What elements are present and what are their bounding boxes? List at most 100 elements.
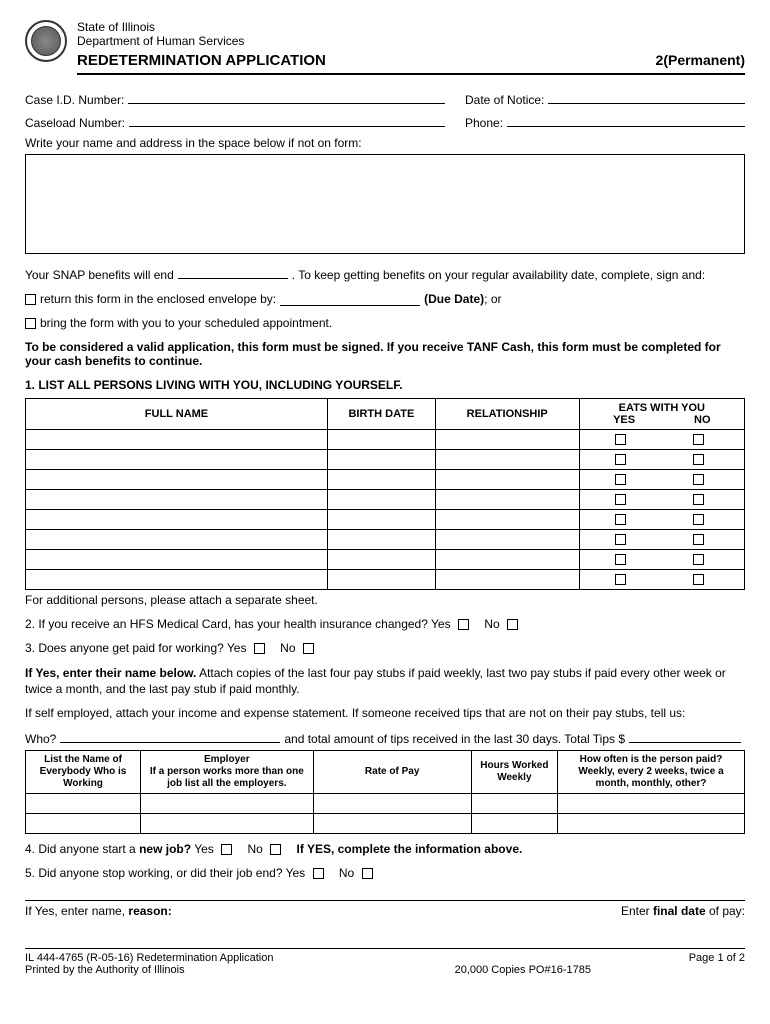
fullname-cell[interactable]	[26, 490, 328, 510]
state-seal-icon	[25, 20, 67, 62]
birthdate-cell[interactable]	[327, 550, 435, 570]
relationship-cell[interactable]	[435, 550, 579, 570]
return-checkbox[interactable]	[25, 294, 36, 305]
snap-line: Your SNAP benefits will end . To keep ge…	[25, 266, 745, 282]
footer-left: IL 444-4765 (R-05-16) Redetermination Ap…	[25, 952, 357, 976]
question-3: 3. Does anyone get paid for working? Yes…	[25, 641, 745, 655]
eats-no-checkbox[interactable]	[693, 574, 704, 585]
eats-cell	[579, 510, 744, 530]
table-row	[26, 530, 745, 550]
tips-input[interactable]	[629, 730, 741, 743]
case-id-field: Case I.D. Number:	[25, 90, 445, 107]
eats-yes-checkbox[interactable]	[615, 514, 626, 525]
or-text: ; or	[484, 292, 501, 306]
who-label: Who?	[25, 732, 56, 746]
q5-text: 5. Did anyone stop working, or did their…	[25, 866, 305, 880]
work-col1: List the Name of Everybody Who is Workin…	[26, 750, 141, 793]
fullname-cell[interactable]	[26, 510, 328, 530]
q4-bold: new job?	[139, 842, 191, 856]
fullname-cell[interactable]	[26, 430, 328, 450]
col-birthdate: BIRTH DATE	[327, 399, 435, 430]
eats-yes-checkbox[interactable]	[615, 554, 626, 565]
q2-yes-checkbox[interactable]	[458, 619, 469, 630]
work-table: List the Name of Everybody Who is Workin…	[25, 750, 745, 834]
caseload-input[interactable]	[129, 113, 445, 127]
eats-no-checkbox[interactable]	[693, 454, 704, 465]
phone-input[interactable]	[507, 113, 745, 127]
eats-no-checkbox[interactable]	[693, 474, 704, 485]
birthdate-cell[interactable]	[327, 530, 435, 550]
birthdate-cell[interactable]	[327, 470, 435, 490]
q2-text: 2. If you receive an HFS Medical Card, h…	[25, 617, 451, 631]
eats-yes-checkbox[interactable]	[615, 474, 626, 485]
table-row	[26, 450, 745, 470]
eats-no-checkbox[interactable]	[693, 434, 704, 445]
work-col4: Hours Worked Weekly	[471, 750, 557, 793]
eats-yes-checkbox[interactable]	[615, 454, 626, 465]
due-date-label: (Due Date)	[424, 292, 484, 306]
table-row	[26, 510, 745, 530]
birthdate-cell[interactable]	[327, 510, 435, 530]
reason-right2: of pay:	[706, 904, 745, 918]
who-input[interactable]	[60, 730, 280, 743]
birthdate-cell[interactable]	[327, 430, 435, 450]
tips-label: and total amount of tips received in the…	[284, 732, 625, 746]
relationship-cell[interactable]	[435, 470, 579, 490]
birthdate-cell[interactable]	[327, 450, 435, 470]
fullname-cell[interactable]	[26, 530, 328, 550]
eats-no-checkbox[interactable]	[693, 534, 704, 545]
table-note: For additional persons, please attach a …	[25, 593, 745, 607]
work-col2: Employer If a person works more than one…	[141, 750, 314, 793]
birthdate-cell[interactable]	[327, 570, 435, 590]
bring-text: bring the form with you to your schedule…	[40, 316, 332, 330]
q4-yes-checkbox[interactable]	[221, 844, 232, 855]
relationship-cell[interactable]	[435, 450, 579, 470]
address-instruction: Write your name and address in the space…	[25, 136, 745, 150]
relationship-cell[interactable]	[435, 530, 579, 550]
question-2: 2. If you receive an HFS Medical Card, h…	[25, 617, 745, 631]
reason-left: If Yes, enter name, reason:	[25, 904, 172, 918]
eats-no-checkbox[interactable]	[693, 514, 704, 525]
eats-no-checkbox[interactable]	[693, 494, 704, 505]
work-col3: Rate of Pay	[313, 750, 471, 793]
eats-yes-checkbox[interactable]	[615, 434, 626, 445]
fullname-cell[interactable]	[26, 470, 328, 490]
q5-no-label: No	[339, 866, 354, 880]
relationship-cell[interactable]	[435, 570, 579, 590]
caseload-label: Caseload Number:	[25, 116, 125, 130]
eats-no-checkbox[interactable]	[693, 554, 704, 565]
snap-date-input[interactable]	[178, 266, 288, 279]
eats-yes-checkbox[interactable]	[615, 534, 626, 545]
work-col5b: Weekly, every 2 weeks, twice a month, mo…	[562, 766, 740, 790]
eats-yes-checkbox[interactable]	[615, 574, 626, 585]
permanent-label: 2(Permanent)	[656, 52, 745, 68]
date-notice-input[interactable]	[548, 90, 745, 104]
question-4: 4. Did anyone start a new job? Yes No If…	[25, 842, 745, 856]
bring-checkbox[interactable]	[25, 318, 36, 329]
address-box[interactable]	[25, 154, 745, 254]
date-notice-label: Date of Notice:	[465, 93, 544, 107]
field-row-1: Case I.D. Number: Date of Notice:	[25, 90, 745, 107]
due-date-input[interactable]	[280, 293, 420, 306]
footer-right: Page 1 of 2	[689, 952, 745, 976]
relationship-cell[interactable]	[435, 430, 579, 450]
q5-no-checkbox[interactable]	[362, 868, 373, 879]
relationship-cell[interactable]	[435, 490, 579, 510]
eats-yes-checkbox[interactable]	[615, 494, 626, 505]
eats-yes: YES	[613, 414, 635, 426]
q3-no-checkbox[interactable]	[303, 643, 314, 654]
q2-no-label: No	[484, 617, 499, 631]
relationship-cell[interactable]	[435, 510, 579, 530]
q3-yes-checkbox[interactable]	[254, 643, 265, 654]
fullname-cell[interactable]	[26, 550, 328, 570]
q2-no-checkbox[interactable]	[507, 619, 518, 630]
q5-yes-checkbox[interactable]	[313, 868, 324, 879]
q4-no-checkbox[interactable]	[270, 844, 281, 855]
table-row	[26, 490, 745, 510]
fullname-cell[interactable]	[26, 450, 328, 470]
fullname-cell[interactable]	[26, 570, 328, 590]
case-id-input[interactable]	[128, 90, 445, 104]
eats-label: EATS WITH YOU	[584, 402, 740, 414]
birthdate-cell[interactable]	[327, 490, 435, 510]
check-row-1: return this form in the enclosed envelop…	[25, 292, 745, 306]
